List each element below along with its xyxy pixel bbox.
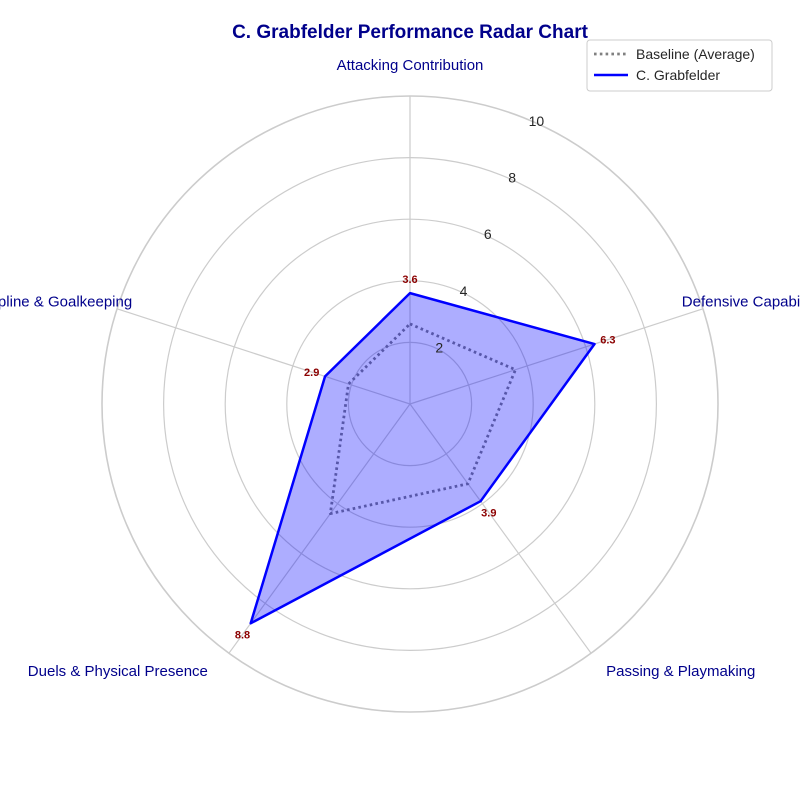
legend: Baseline (Average) C. Grabfelder [586,39,773,92]
value-label: 8.8 [235,630,250,642]
grid-spoke [116,308,411,405]
legend-frame [586,39,773,92]
radial-tick-label: 6 [484,226,492,242]
axis-labels: Attacking Contribution Defensive Capabili… [0,57,800,680]
grid [101,95,719,713]
legend-label-player: C. Grabfelder [636,67,720,83]
grid-spoke [228,403,411,654]
radial-tick-label: 8 [508,170,516,186]
radial-tick-label: 2 [435,339,443,355]
grid-spoke [409,403,592,654]
chart-title: C. Grabfelder Performance Radar Chart [232,22,589,43]
series-baseline [328,322,517,516]
value-labels: 3.6 6.3 3.9 8.8 2.9 [235,274,616,641]
value-label: 2.9 [304,367,319,379]
axis-label: Discipline & Goalkeeping [0,293,132,310]
value-label: 3.6 [402,274,417,286]
axis-label: Defensive Capability [682,293,800,310]
radial-tick-label: 10 [529,113,545,129]
radial-ticks: 2 4 6 8 10 [435,113,545,355]
axis-label: Passing & Playmaking [606,663,755,680]
axis-label: Duels & Physical Presence [28,663,208,680]
value-label: 3.9 [481,508,496,520]
value-label: 6.3 [600,335,615,347]
legend-label-baseline: Baseline (Average) [636,46,755,62]
series-player [249,291,596,625]
radial-tick-label: 4 [460,283,468,299]
axis-label: Attacking Contribution [337,57,484,74]
grid-spoke [409,308,704,405]
series-layer [249,291,596,625]
